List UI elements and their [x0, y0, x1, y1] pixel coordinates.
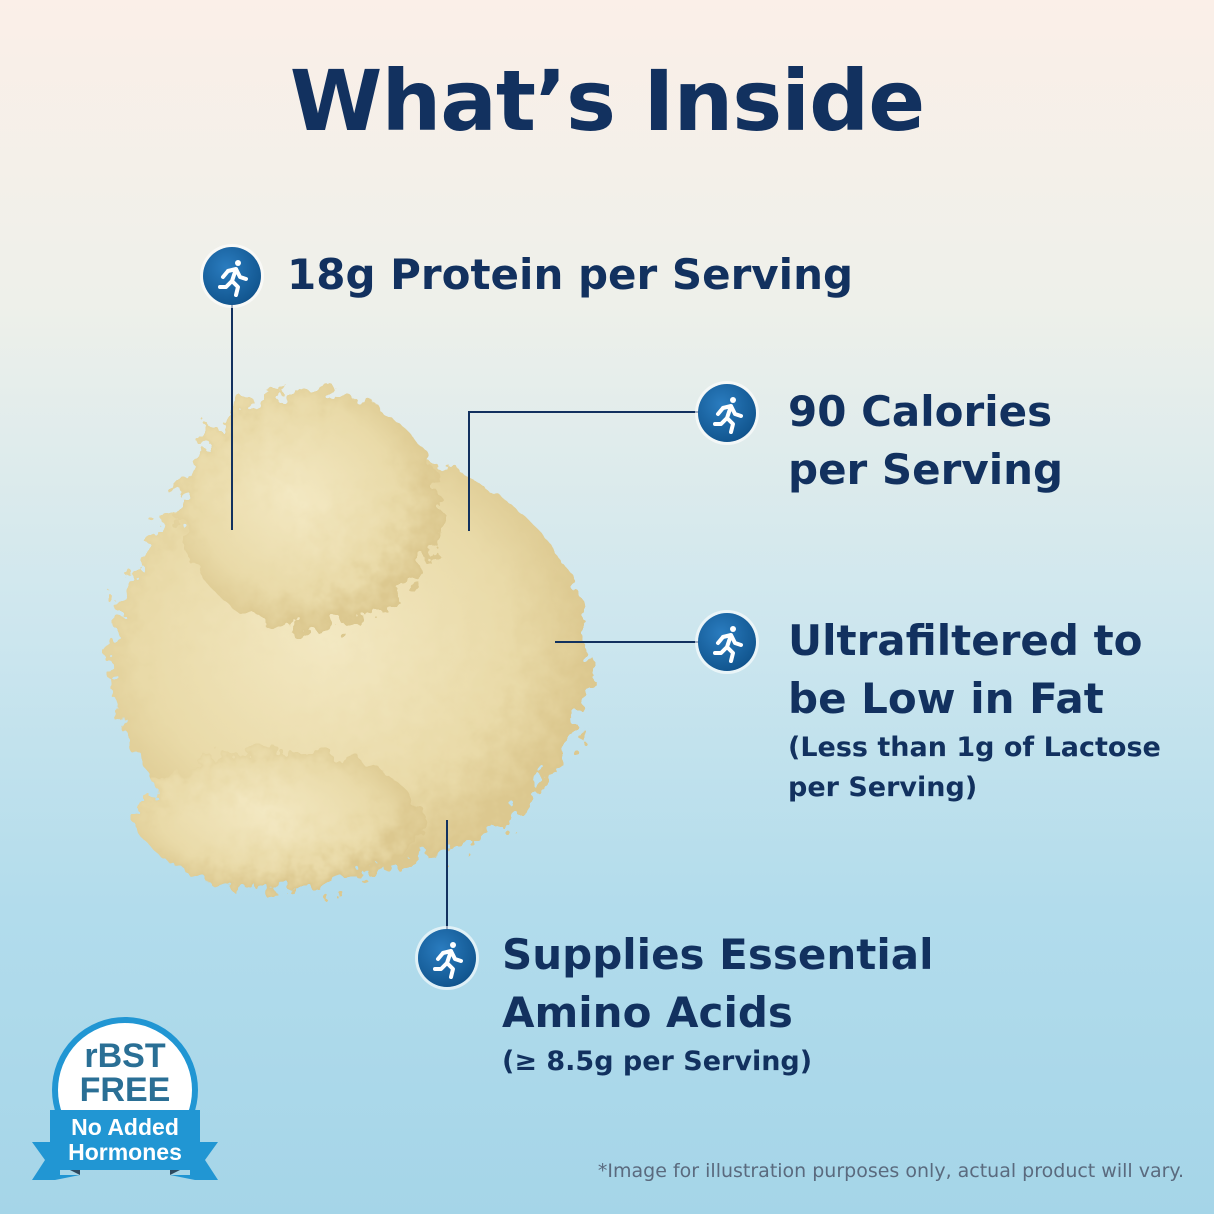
connector-line — [231, 305, 233, 530]
connector-line — [555, 641, 700, 643]
feature-text: 18g Protein per Serving — [287, 250, 854, 299]
running-person-icon — [698, 384, 756, 442]
feature-subtext: per Serving) — [788, 772, 978, 803]
feature-calories: 90 Calories per Serving — [788, 383, 1063, 499]
running-person-icon — [203, 247, 261, 305]
feature-protein: 18g Protein per Serving — [287, 246, 853, 304]
feature-text: Amino Acids — [502, 988, 793, 1037]
feature-text: Supplies Essential — [502, 930, 934, 979]
badge-text: FREE — [80, 1071, 171, 1109]
feature-amino-acids: Supplies Essential Amino Acids (≥ 8.5g per… — [502, 926, 933, 1082]
feature-text: Ultrafiltered to — [788, 616, 1143, 665]
running-person-icon — [698, 613, 756, 671]
feature-text: be Low in Fat — [788, 674, 1104, 723]
feature-subtext: (Less than 1g of Lactose — [788, 732, 1161, 763]
feature-subtext: (≥ 8.5g per Serving) — [502, 1046, 813, 1077]
feature-text: per Serving — [788, 445, 1064, 494]
feature-low-fat: Ultrafiltered to be Low in Fat (Less than … — [788, 612, 1161, 808]
badge-ribbon-text: Hormones — [68, 1139, 182, 1165]
badge-text: rBST — [84, 1037, 165, 1075]
connector-line — [468, 411, 470, 531]
running-person-icon — [418, 929, 476, 987]
connector-line — [446, 820, 448, 930]
protein-powder-image — [110, 390, 590, 890]
rbst-free-badge: rBST FREE No Added Hormones — [32, 1017, 218, 1180]
feature-text: 90 Calories — [788, 387, 1053, 436]
page-title: What’s Inside — [289, 52, 925, 150]
badge-ribbon-text: No Added — [71, 1114, 179, 1140]
footnote: *Image for illustration purposes only, a… — [597, 1160, 1184, 1182]
connector-line — [468, 411, 700, 413]
